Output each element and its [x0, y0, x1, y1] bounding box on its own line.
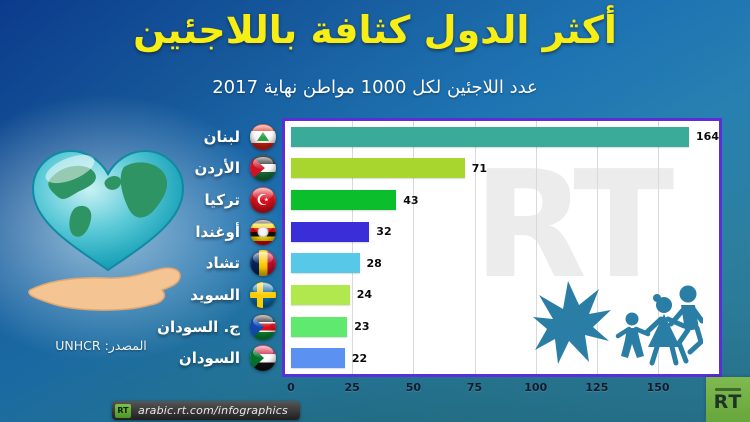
footer-url-bar: RT arabic.rt.com/infographics: [112, 401, 300, 420]
x-axis: 0 25 50 75 100 125 150: [285, 381, 719, 397]
fleeing-child-icon: [615, 312, 651, 358]
page-title: أكثر الدول كثافة باللاجئين: [133, 8, 617, 52]
rt-logo-letters: RT: [713, 390, 743, 413]
page-subtitle: عدد اللاجئين لكل 1000 مواطن نهاية 2017: [212, 77, 538, 98]
bar-sudan: [291, 348, 345, 369]
country-label-lebanon: لبنان: [203, 127, 240, 146]
bar-uganda: [291, 221, 370, 242]
gridline-75: [474, 121, 476, 374]
country-label-turkey: تركيا: [204, 191, 240, 210]
x-tick-label-75: 75: [466, 381, 483, 394]
fleeing-woman-icon: [644, 294, 687, 366]
gridline-100: [535, 121, 537, 374]
rt-watermark: RT: [473, 139, 674, 311]
label-row-south-sudan: ج. السودان: [128, 311, 276, 343]
country-label-jordan: الأردن: [194, 159, 240, 178]
chart-row-uganda: 32: [285, 216, 719, 248]
label-row-jordan: الأردن: [128, 153, 276, 185]
chart-row-sudan: 22: [285, 342, 719, 374]
south-sudan-flag-icon: [250, 313, 276, 340]
bars-container: 164 71 43 32 28 24 23 22: [285, 121, 719, 374]
refugees-fleeing-icon: [533, 281, 703, 366]
bar-value-south-sudan: 23: [354, 320, 370, 334]
source-value: UNHCR: [55, 338, 101, 353]
bar-value-turkey: 43: [403, 193, 419, 207]
uganda-flag-icon: [250, 218, 276, 245]
bar-chart-plot: RT 164 71 43 32 28 24 23 22: [282, 118, 722, 377]
country-label-chad: تشاد: [205, 254, 240, 273]
label-row-lebanon: لبنان: [128, 121, 276, 153]
bar-lebanon: [291, 126, 690, 147]
x-tick-label-50: 50: [405, 381, 421, 394]
chart-row-jordan: 71: [285, 153, 719, 185]
source-credit: المصدر: UNHCR: [36, 338, 166, 353]
gridline-50: [413, 121, 415, 374]
label-row-uganda: أوغندا: [128, 216, 276, 248]
source-label: المصدر:: [104, 338, 147, 353]
chart-row-lebanon: 164: [285, 121, 719, 153]
label-row-turkey: تركيا: [128, 184, 276, 216]
footer-url: arabic.rt.com/infographics: [138, 404, 288, 417]
fleeing-man-icon: [668, 285, 703, 364]
country-label-south-sudan: ج. السودان: [157, 317, 240, 336]
bar-jordan: [291, 158, 465, 179]
rt-logo-corner: RT: [706, 377, 750, 422]
bar-value-jordan: 71: [471, 161, 488, 175]
label-row-chad: تشاد: [128, 248, 276, 280]
sudan-flag-icon: [250, 345, 276, 372]
x-tick-label-125: 125: [585, 381, 609, 394]
sweden-flag-icon: [250, 281, 276, 308]
country-label-sweden: السويد: [190, 285, 240, 304]
open-hand-icon: [28, 267, 181, 311]
country-label-uganda: أوغندا: [195, 222, 240, 241]
bar-value-uganda: 32: [376, 225, 392, 239]
rt-logo-small: RT: [115, 403, 131, 418]
bar-sweden: [291, 284, 350, 305]
heart-earth-hand-illustration: [28, 149, 185, 311]
bar-chad: [291, 253, 360, 274]
chart-row-sweden: 24: [285, 279, 719, 311]
chart-row-turkey: 43: [285, 184, 719, 216]
x-tick-label-0: 0: [287, 381, 295, 394]
gridline-150: [658, 121, 660, 374]
jordan-flag-icon: [250, 155, 276, 182]
country-labels-column: لبنان الأردن تركيا أوغندا تشاد السويد ج. السود…: [128, 121, 276, 374]
turkey-flag-icon: [250, 187, 276, 214]
chart-row-south-sudan: 23: [285, 311, 719, 343]
heart-earth-icon: [31, 149, 185, 272]
gridline-25: [352, 121, 354, 374]
bar-turkey: [291, 190, 397, 211]
bar-value-sweden: 24: [356, 288, 373, 302]
x-tick-label-25: 25: [344, 381, 360, 394]
bar-value-sudan: 22: [351, 351, 368, 365]
chart-row-chad: 28: [285, 248, 719, 280]
gridline-125: [596, 121, 598, 374]
x-tick-label-100: 100: [524, 381, 548, 394]
lebanon-flag-icon: [250, 123, 276, 150]
bar-south-sudan: [291, 316, 348, 337]
chad-flag-icon: [250, 250, 276, 277]
x-tick-label-150: 150: [646, 381, 670, 394]
bar-value-lebanon: 164: [696, 130, 719, 144]
label-row-sudan: السودان: [128, 342, 276, 374]
bar-value-chad: 28: [366, 256, 382, 270]
country-label-sudan: السودان: [178, 349, 240, 368]
explosion-icon: [533, 281, 611, 364]
rt-logo-tagline: [715, 387, 741, 391]
label-row-sweden: السويد: [128, 279, 276, 311]
